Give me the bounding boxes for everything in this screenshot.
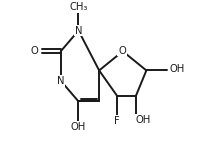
Text: OH: OH — [135, 115, 150, 125]
Text: O: O — [118, 46, 126, 56]
Text: OH: OH — [170, 64, 185, 74]
Text: N: N — [75, 26, 82, 36]
Text: CH₃: CH₃ — [69, 2, 88, 12]
Text: F: F — [114, 116, 120, 126]
Text: OH: OH — [71, 121, 86, 132]
Text: N: N — [57, 76, 65, 86]
Text: O: O — [31, 46, 39, 56]
